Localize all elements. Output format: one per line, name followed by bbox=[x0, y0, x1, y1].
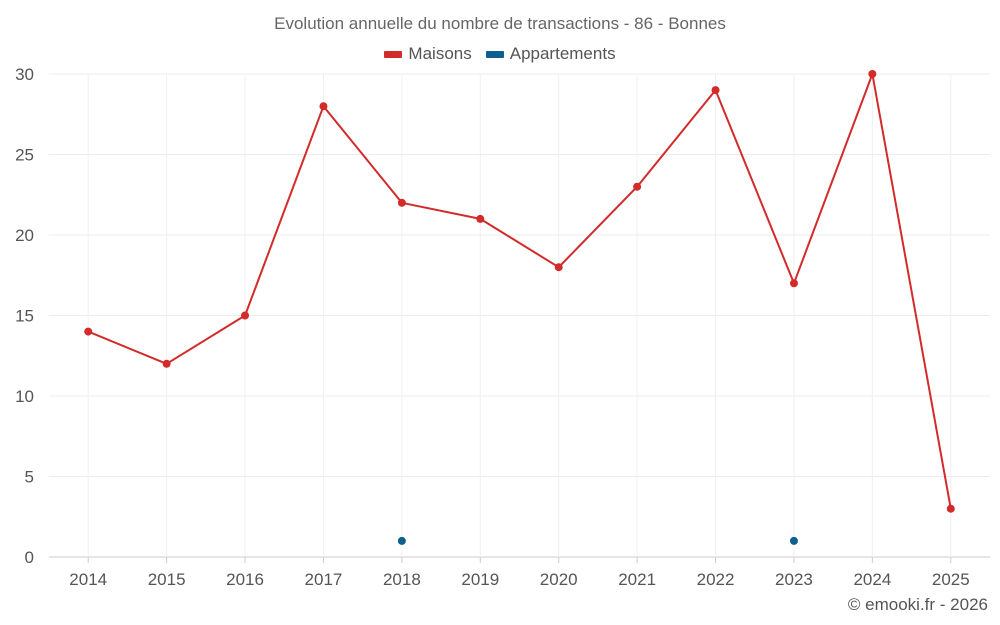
data-point-maisons bbox=[476, 214, 485, 223]
y-tick-label: 15 bbox=[15, 307, 34, 326]
chart-title: Evolution annuelle du nombre de transact… bbox=[274, 14, 726, 33]
x-tick-label: 2021 bbox=[618, 570, 656, 589]
data-point-maisons bbox=[319, 102, 328, 111]
data-point-appartements bbox=[397, 536, 406, 545]
x-tick-label: 2019 bbox=[461, 570, 499, 589]
x-tick-label: 2023 bbox=[775, 570, 813, 589]
legend-label-maisons: Maisons bbox=[408, 44, 472, 63]
credit-text: © emooki.fr - 2026 bbox=[847, 595, 988, 614]
y-tick-label: 20 bbox=[15, 226, 34, 245]
data-point-maisons bbox=[241, 311, 250, 320]
data-point-appartements bbox=[789, 536, 798, 545]
legend-label-appartements: Appartements bbox=[509, 44, 616, 63]
series-line-maisons bbox=[87, 73, 952, 509]
x-tick-label: 2014 bbox=[69, 570, 107, 589]
y-tick-label: 10 bbox=[15, 387, 34, 406]
data-point-maisons bbox=[554, 263, 563, 272]
legend-swatch-appartements bbox=[485, 50, 504, 58]
x-tick-label: 2022 bbox=[697, 570, 735, 589]
x-tick-label: 2015 bbox=[148, 570, 186, 589]
legend-item-maisons[interactable]: Maisons bbox=[384, 44, 472, 64]
x-tick-label: 2024 bbox=[853, 570, 891, 589]
x-tick-label: 2020 bbox=[540, 570, 578, 589]
x-tick-label: 2018 bbox=[383, 570, 421, 589]
data-point-maisons bbox=[633, 182, 642, 191]
x-tick-label: 2025 bbox=[932, 570, 970, 589]
legend: Maisons Appartements bbox=[0, 44, 1000, 64]
x-tick-label: 2017 bbox=[305, 570, 343, 589]
y-tick-label: 25 bbox=[15, 146, 34, 165]
data-point-maisons bbox=[789, 279, 798, 288]
data-point-maisons bbox=[397, 198, 406, 207]
y-tick-label: 0 bbox=[25, 548, 34, 567]
data-point-maisons bbox=[711, 86, 720, 95]
data-point-maisons bbox=[162, 359, 171, 368]
data-point-maisons bbox=[946, 504, 955, 513]
data-point-maisons bbox=[868, 70, 877, 78]
y-tick-label: 5 bbox=[25, 468, 34, 487]
y-tick-label: 30 bbox=[15, 65, 34, 84]
x-tick-label: 2016 bbox=[226, 570, 264, 589]
legend-swatch-maisons bbox=[384, 50, 403, 58]
data-point-maisons bbox=[84, 327, 93, 336]
legend-item-appartements[interactable]: Appartements bbox=[485, 44, 616, 64]
